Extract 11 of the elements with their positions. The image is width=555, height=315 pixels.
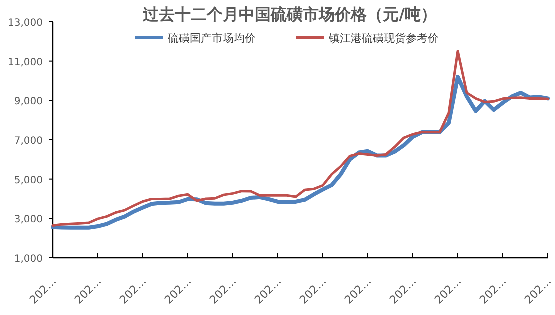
y-tick-label: 1,000 bbox=[14, 254, 43, 265]
line-series bbox=[52, 50, 550, 227]
y-tick-label: 7,000 bbox=[14, 136, 43, 147]
y-tick-label: 13,000 bbox=[8, 18, 43, 29]
y-tick-label: 9,000 bbox=[14, 96, 43, 108]
y-tick-label: 5,000 bbox=[14, 175, 43, 186]
legend-label: 硫磺国产市场均价 bbox=[168, 32, 256, 45]
legend-label: 镇江港硫磺现货参考价 bbox=[328, 32, 439, 45]
chart-title: 过去十二个月中国硫磺市场价格（元/吨） bbox=[142, 5, 437, 24]
y-tick-label: 3,000 bbox=[14, 214, 43, 226]
y-tick-label: 11,000 bbox=[8, 57, 43, 68]
